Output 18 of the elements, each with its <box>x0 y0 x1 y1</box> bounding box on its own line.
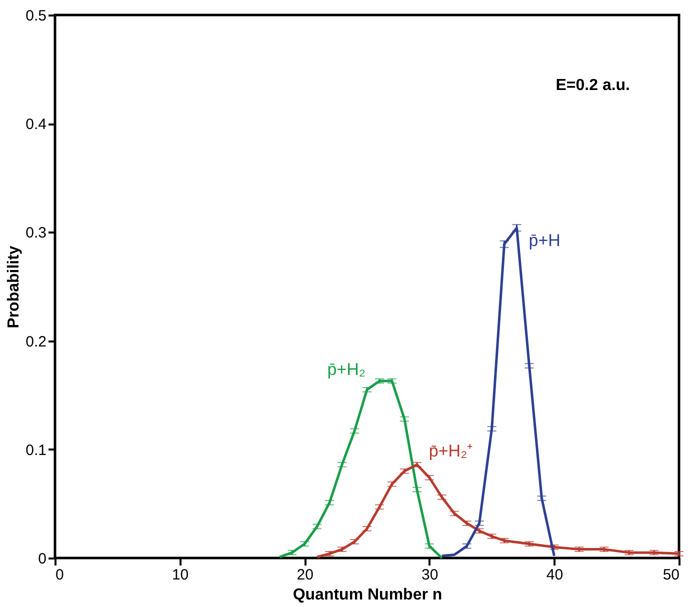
y-tick-label: 0 <box>38 550 46 568</box>
y-tick-label: 0.5 <box>26 8 46 24</box>
y-axis-title: Probability <box>6 246 23 328</box>
x-tick-label: 0 <box>56 566 64 584</box>
y-tick-label: 0.2 <box>26 333 46 350</box>
y-tick-label: 0.1 <box>26 442 46 459</box>
y-tick-label: 0.4 <box>26 116 46 134</box>
x-tick-label: 30 <box>422 566 438 584</box>
y-tick-label: 0.3 <box>26 224 46 242</box>
x-axis-title: Quantum Number n <box>292 586 442 604</box>
series-label: p̄+H₂ <box>327 360 366 379</box>
x-tick-label: 50 <box>662 566 680 584</box>
x-tick-label: 40 <box>546 566 564 584</box>
x-tick-label: 10 <box>172 566 189 584</box>
series-label: p̄+H₂⁺ <box>428 442 474 461</box>
annotation: E=0.2 a.u. <box>556 77 630 94</box>
series-label: p̄+H <box>528 230 560 250</box>
x-tick-label: 20 <box>296 566 314 584</box>
